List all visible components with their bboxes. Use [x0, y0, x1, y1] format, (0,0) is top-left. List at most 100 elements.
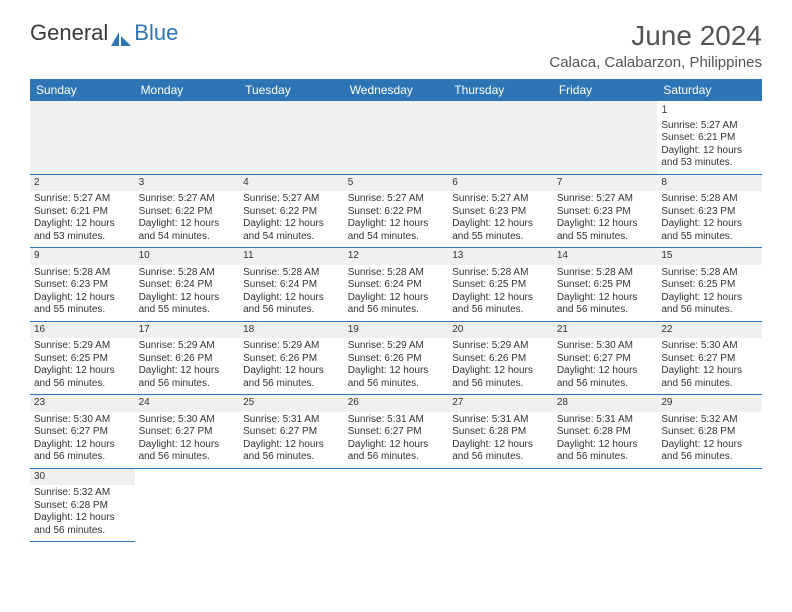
- daylight-text: and 53 minutes.: [661, 157, 758, 170]
- header: General Blue June 2024 Calaca, Calabarzo…: [30, 20, 762, 71]
- calendar-week-row: 23Sunrise: 5:30 AMSunset: 6:27 PMDayligh…: [30, 395, 762, 469]
- calendar-body: 1Sunrise: 5:27 AMSunset: 6:21 PMDaylight…: [30, 101, 762, 542]
- day-number: 30: [30, 469, 135, 486]
- daylight-text: and 54 minutes.: [348, 231, 445, 244]
- calendar-day-cell: 20Sunrise: 5:29 AMSunset: 6:26 PMDayligh…: [448, 321, 553, 395]
- calendar-day-cell: 11Sunrise: 5:28 AMSunset: 6:24 PMDayligh…: [239, 248, 344, 322]
- daylight-text: Daylight: 12 hours: [661, 292, 758, 305]
- sunrise-text: Sunrise: 5:27 AM: [557, 193, 654, 206]
- daylight-text: Daylight: 12 hours: [348, 292, 445, 305]
- sunrise-text: Sunrise: 5:28 AM: [139, 267, 236, 280]
- daylight-text: Daylight: 12 hours: [557, 439, 654, 452]
- daylight-text: Daylight: 12 hours: [34, 365, 131, 378]
- sunrise-text: Sunrise: 5:29 AM: [139, 340, 236, 353]
- daylight-text: Daylight: 12 hours: [139, 292, 236, 305]
- daylight-text: and 55 minutes.: [452, 231, 549, 244]
- daylight-text: and 55 minutes.: [557, 231, 654, 244]
- calendar-day-cell: 6Sunrise: 5:27 AMSunset: 6:23 PMDaylight…: [448, 174, 553, 248]
- sunset-text: Sunset: 6:23 PM: [34, 279, 131, 292]
- calendar-blank-cell: [553, 101, 658, 174]
- daylight-text: Daylight: 12 hours: [243, 439, 340, 452]
- calendar-week-row: 9Sunrise: 5:28 AMSunset: 6:23 PMDaylight…: [30, 248, 762, 322]
- daylight-text: Daylight: 12 hours: [348, 365, 445, 378]
- daylight-text: Daylight: 12 hours: [243, 365, 340, 378]
- daylight-text: Daylight: 12 hours: [661, 439, 758, 452]
- calendar-blank-cell: [448, 468, 553, 542]
- daylight-text: and 56 minutes.: [139, 378, 236, 391]
- sunset-text: Sunset: 6:28 PM: [557, 426, 654, 439]
- calendar-blank-cell: [448, 101, 553, 174]
- sunset-text: Sunset: 6:27 PM: [557, 353, 654, 366]
- day-number: 21: [553, 322, 658, 339]
- day-number: 15: [657, 248, 762, 265]
- sunrise-text: Sunrise: 5:31 AM: [452, 414, 549, 427]
- day-number: 29: [657, 395, 762, 412]
- calendar-day-cell: 21Sunrise: 5:30 AMSunset: 6:27 PMDayligh…: [553, 321, 658, 395]
- day-number: 25: [239, 395, 344, 412]
- sunset-text: Sunset: 6:28 PM: [452, 426, 549, 439]
- daylight-text: and 56 minutes.: [452, 378, 549, 391]
- location-text: Calaca, Calabarzon, Philippines: [549, 54, 762, 71]
- sunset-text: Sunset: 6:27 PM: [661, 353, 758, 366]
- daylight-text: Daylight: 12 hours: [243, 292, 340, 305]
- sunset-text: Sunset: 6:23 PM: [452, 206, 549, 219]
- calendar-day-cell: 2Sunrise: 5:27 AMSunset: 6:21 PMDaylight…: [30, 174, 135, 248]
- daylight-text: Daylight: 12 hours: [243, 218, 340, 231]
- daylight-text: and 56 minutes.: [243, 378, 340, 391]
- sunrise-text: Sunrise: 5:31 AM: [348, 414, 445, 427]
- sunset-text: Sunset: 6:25 PM: [557, 279, 654, 292]
- sunset-text: Sunset: 6:22 PM: [139, 206, 236, 219]
- daylight-text: and 56 minutes.: [557, 378, 654, 391]
- daylight-text: Daylight: 12 hours: [452, 218, 549, 231]
- sunset-text: Sunset: 6:21 PM: [34, 206, 131, 219]
- daylight-text: and 56 minutes.: [348, 378, 445, 391]
- weekday-header-row: SundayMondayTuesdayWednesdayThursdayFrid…: [30, 79, 762, 101]
- sunset-text: Sunset: 6:27 PM: [139, 426, 236, 439]
- daylight-text: and 53 minutes.: [34, 231, 131, 244]
- sunset-text: Sunset: 6:22 PM: [243, 206, 340, 219]
- calendar-day-cell: 14Sunrise: 5:28 AMSunset: 6:25 PMDayligh…: [553, 248, 658, 322]
- logo: General Blue: [30, 20, 178, 46]
- calendar-day-cell: 10Sunrise: 5:28 AMSunset: 6:24 PMDayligh…: [135, 248, 240, 322]
- sunset-text: Sunset: 6:26 PM: [139, 353, 236, 366]
- daylight-text: Daylight: 12 hours: [557, 365, 654, 378]
- daylight-text: and 56 minutes.: [348, 451, 445, 464]
- day-number: 11: [239, 248, 344, 265]
- sunset-text: Sunset: 6:24 PM: [348, 279, 445, 292]
- daylight-text: Daylight: 12 hours: [452, 439, 549, 452]
- daylight-text: Daylight: 12 hours: [452, 365, 549, 378]
- daylight-text: and 56 minutes.: [661, 451, 758, 464]
- day-number: 14: [553, 248, 658, 265]
- calendar-blank-cell: [239, 101, 344, 174]
- calendar-day-cell: 26Sunrise: 5:31 AMSunset: 6:27 PMDayligh…: [344, 395, 449, 469]
- weekday-header: Thursday: [448, 79, 553, 101]
- day-number: 12: [344, 248, 449, 265]
- daylight-text: and 56 minutes.: [557, 451, 654, 464]
- calendar-day-cell: 22Sunrise: 5:30 AMSunset: 6:27 PMDayligh…: [657, 321, 762, 395]
- sunrise-text: Sunrise: 5:28 AM: [348, 267, 445, 280]
- daylight-text: Daylight: 12 hours: [348, 218, 445, 231]
- sunrise-text: Sunrise: 5:28 AM: [557, 267, 654, 280]
- weekday-header: Wednesday: [344, 79, 449, 101]
- daylight-text: Daylight: 12 hours: [34, 439, 131, 452]
- calendar-day-cell: 4Sunrise: 5:27 AMSunset: 6:22 PMDaylight…: [239, 174, 344, 248]
- logo-sail-icon: [111, 26, 131, 40]
- calendar-day-cell: 3Sunrise: 5:27 AMSunset: 6:22 PMDaylight…: [135, 174, 240, 248]
- day-number: 20: [448, 322, 553, 339]
- daylight-text: Daylight: 12 hours: [661, 218, 758, 231]
- sunrise-text: Sunrise: 5:29 AM: [452, 340, 549, 353]
- day-number: 22: [657, 322, 762, 339]
- day-number: 16: [30, 322, 135, 339]
- daylight-text: Daylight: 12 hours: [452, 292, 549, 305]
- calendar-day-cell: 5Sunrise: 5:27 AMSunset: 6:22 PMDaylight…: [344, 174, 449, 248]
- calendar-blank-cell: [553, 468, 658, 542]
- daylight-text: Daylight: 12 hours: [661, 365, 758, 378]
- sunset-text: Sunset: 6:26 PM: [348, 353, 445, 366]
- sunrise-text: Sunrise: 5:30 AM: [661, 340, 758, 353]
- daylight-text: and 55 minutes.: [139, 304, 236, 317]
- sunrise-text: Sunrise: 5:32 AM: [34, 487, 131, 500]
- daylight-text: and 55 minutes.: [34, 304, 131, 317]
- daylight-text: Daylight: 12 hours: [139, 439, 236, 452]
- daylight-text: and 54 minutes.: [243, 231, 340, 244]
- day-number: 26: [344, 395, 449, 412]
